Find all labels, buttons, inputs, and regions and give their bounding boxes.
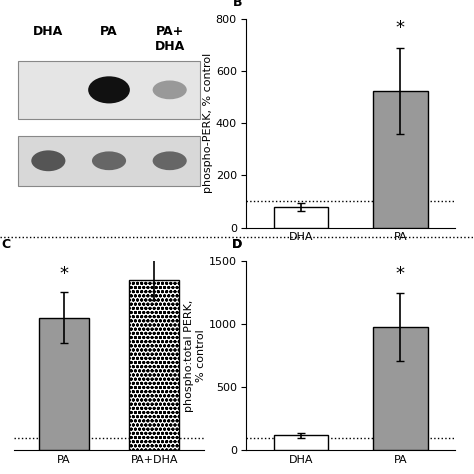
Ellipse shape bbox=[153, 151, 187, 170]
Text: D: D bbox=[232, 238, 242, 251]
Text: *: * bbox=[396, 265, 405, 283]
Ellipse shape bbox=[31, 150, 65, 171]
Bar bbox=[39, 318, 89, 450]
Bar bbox=[18, 61, 200, 119]
Bar bbox=[373, 327, 428, 450]
Text: *: * bbox=[396, 19, 405, 37]
Bar bbox=[274, 207, 328, 228]
Text: *: * bbox=[59, 265, 68, 283]
Text: DHA: DHA bbox=[33, 25, 64, 38]
Ellipse shape bbox=[92, 151, 126, 170]
Bar bbox=[129, 280, 179, 450]
Y-axis label: phospho:total PERK,
% control: phospho:total PERK, % control bbox=[184, 299, 206, 412]
Text: C: C bbox=[1, 238, 10, 251]
Y-axis label: phospho-PERK, % control: phospho-PERK, % control bbox=[203, 53, 213, 193]
Bar bbox=[18, 136, 200, 186]
Bar bbox=[274, 435, 328, 450]
Text: PA: PA bbox=[100, 25, 118, 38]
Text: B: B bbox=[233, 0, 242, 9]
Ellipse shape bbox=[88, 76, 130, 103]
Bar bbox=[373, 91, 428, 228]
Text: PA+
DHA: PA+ DHA bbox=[155, 25, 185, 53]
Ellipse shape bbox=[153, 81, 187, 99]
Text: D: D bbox=[232, 238, 242, 251]
